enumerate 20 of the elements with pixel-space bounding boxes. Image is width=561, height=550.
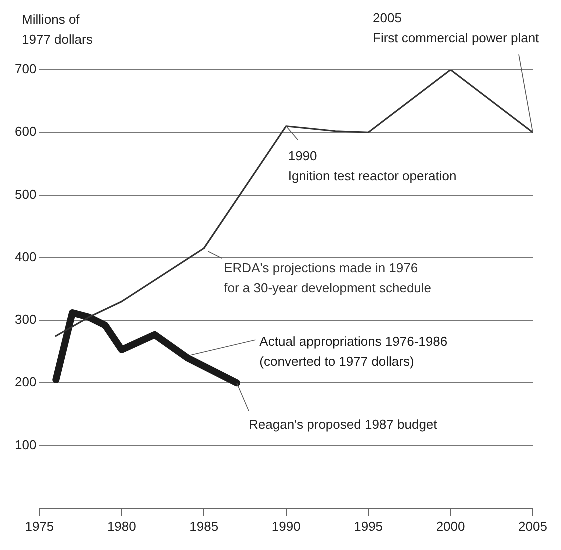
y-tick-label: 100 <box>14 437 37 452</box>
x-tick-label: 1995 <box>354 518 384 534</box>
y-tick-label: 300 <box>14 312 37 328</box>
y-tick-label: 700 <box>14 62 37 77</box>
annotation: 1990 Ignition test reactor operation <box>288 148 457 184</box>
x-tick-label: 1985 <box>190 518 219 534</box>
y-tick-label: 500 <box>14 186 37 202</box>
series-label: ERDA's projections made in 1976 for a 30-year development schedule <box>224 260 432 296</box>
text: Actual appropriations 1976-1986 (converted to 1977 dollars) <box>260 334 448 370</box>
y-tick-label: 600 <box>14 124 37 140</box>
x-tick-label: 1975 <box>25 518 54 534</box>
x-tick-label: 1980 <box>107 518 136 534</box>
x-tick-label: 2000 <box>436 518 466 534</box>
annotation: 2005 First commercial power plant <box>373 10 540 46</box>
y-axis-title: Millions of 1977 dollars <box>22 12 94 47</box>
x-tick-label: 1990 <box>272 518 301 534</box>
annotation: Reagan's proposed 1987 budget <box>249 417 438 432</box>
y-tick-label: 200 <box>14 374 37 390</box>
y-tick-label: 400 <box>14 249 37 264</box>
x-tick-label: 2005 <box>518 518 548 534</box>
